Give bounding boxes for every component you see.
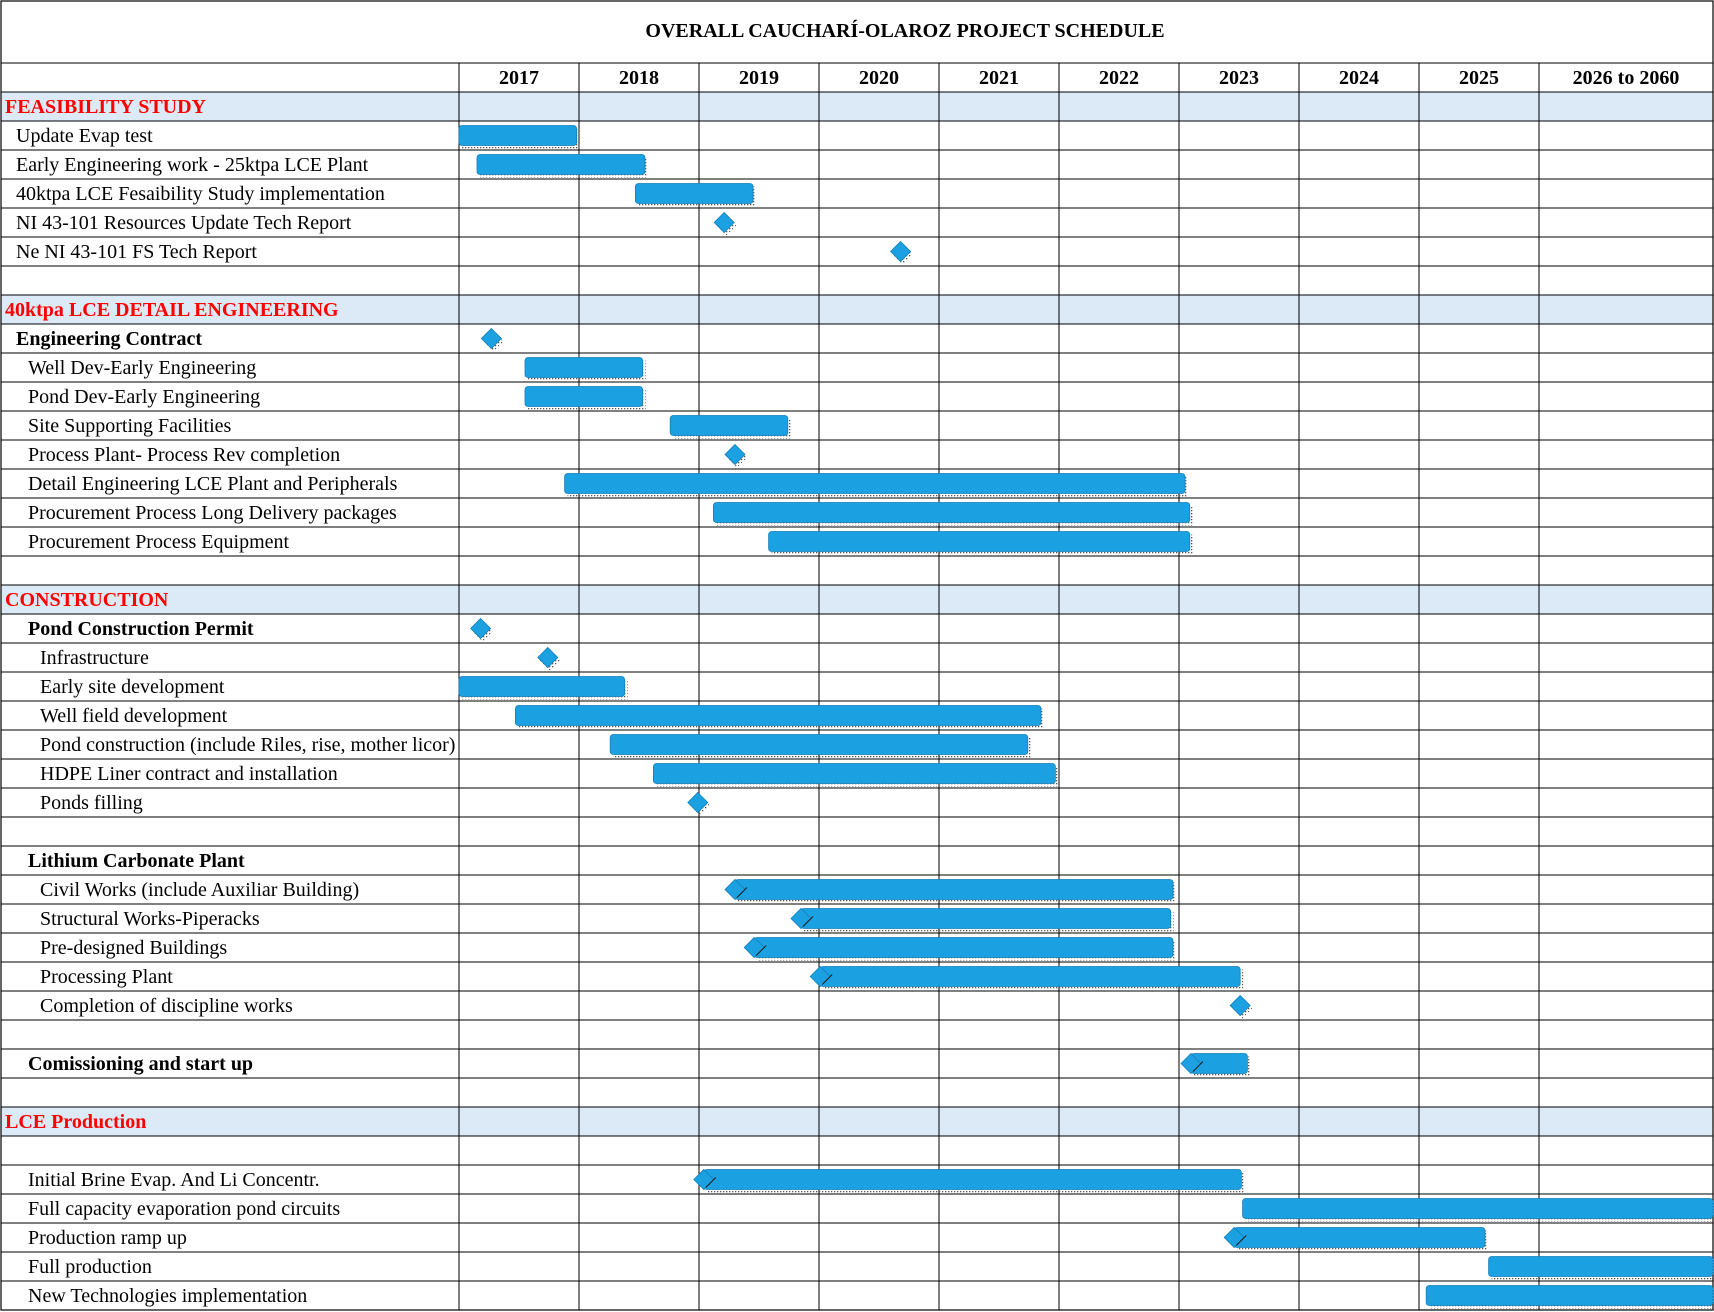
year-header: 2019 [739, 67, 779, 89]
task-bar [819, 966, 1241, 987]
milestone-marker [687, 791, 709, 814]
section-label: CONSTRUCTION [5, 589, 169, 611]
task-bar [768, 531, 1191, 552]
task-label: Ne NI 43-101 FS Tech Report [16, 241, 257, 263]
task-label: Civil Works (include Auxiliar Building) [40, 879, 359, 901]
year-header: 2023 [1219, 67, 1259, 89]
year-header: 2020 [859, 67, 899, 89]
task-label: Ponds filling [40, 792, 143, 814]
task-bar [609, 734, 1029, 755]
task-bar [703, 1169, 1242, 1190]
task-bar [635, 183, 754, 204]
task-bar [458, 676, 626, 697]
task-bar [564, 473, 1186, 494]
task-label: Detail Engineering LCE Plant and Periphe… [28, 473, 398, 495]
year-header: 2024 [1339, 67, 1379, 89]
task-bar [515, 705, 1042, 726]
section-label: 40ktpa LCE DETAIL ENGINEERING [5, 299, 339, 321]
milestone-marker [724, 443, 746, 466]
group-label: Lithium Carbonate Plant [28, 850, 245, 872]
task-bar [1488, 1256, 1714, 1277]
task-label: Well Dev-Early Engineering [28, 357, 256, 379]
milestone-marker [890, 240, 912, 263]
task-label: Well field development [40, 705, 228, 727]
year-header: 2025 [1459, 67, 1499, 89]
task-label: Structural Works-Piperacks [40, 908, 260, 930]
milestone-marker [480, 327, 502, 350]
section-row-fill [1, 295, 1713, 324]
task-label: Full production [28, 1256, 152, 1278]
task-label: NI 43-101 Resources Update Tech Report [16, 212, 352, 234]
group-label: Comissioning and start up [28, 1053, 253, 1075]
milestone-marker [1229, 994, 1251, 1017]
task-label: Procurement Process Equipment [28, 531, 289, 553]
year-header: 2022 [1099, 67, 1139, 89]
section-row-fill [1, 585, 1713, 614]
task-label: Production ramp up [28, 1227, 187, 1249]
task-bar [669, 415, 789, 436]
milestone-marker [713, 211, 735, 234]
section-label: LCE Production [5, 1111, 146, 1133]
task-label: HDPE Liner contract and installation [40, 763, 338, 785]
milestone-marker [470, 617, 492, 640]
task-bar [653, 763, 1056, 784]
task-label: Infrastructure [40, 647, 149, 669]
task-bar [1233, 1227, 1486, 1248]
year-header: 2017 [499, 67, 539, 89]
task-label: Early site development [40, 676, 225, 698]
bar-start-tick [802, 916, 814, 927]
task-bar [524, 357, 643, 378]
bar-start-tick [821, 974, 833, 985]
year-header: 2026 to 2060 [1573, 67, 1680, 89]
year-header: 2021 [979, 67, 1019, 89]
task-bar [524, 386, 643, 407]
bar-start-tick [1192, 1061, 1204, 1072]
task-label: Processing Plant [40, 966, 173, 988]
year-header: 2018 [619, 67, 659, 89]
task-bar [1425, 1285, 1714, 1306]
group-label: Engineering Contract [16, 328, 202, 350]
task-label: Process Plant- Process Rev completion [28, 444, 340, 466]
task-bar [458, 125, 577, 146]
task-label: New Technologies implementation [28, 1285, 307, 1307]
task-label: Update Evap test [16, 125, 153, 147]
task-label: Initial Brine Evap. And Li Concentr. [28, 1169, 320, 1191]
task-label: Pre-designed Buildings [40, 937, 227, 959]
section-row-fill [1, 92, 1713, 121]
task-label: Full capacity evaporation pond circuits [28, 1198, 340, 1220]
task-bar [734, 879, 1174, 900]
group-label: Pond Construction Permit [28, 618, 254, 640]
task-label: Procurement Process Long Delivery packag… [28, 502, 397, 524]
task-label: Completion of discipline works [40, 995, 293, 1017]
bar-start-tick [736, 887, 748, 898]
task-bar [753, 937, 1174, 958]
task-bar [713, 502, 1191, 523]
milestone-marker [537, 646, 559, 669]
chart-title: OVERALL CAUCHARÍ-OLAROZ PROJECT SCHEDULE [645, 19, 1164, 42]
task-label: Pond Dev-Early Engineering [28, 386, 260, 408]
section-row-fill [1, 1107, 1713, 1136]
section-label: FEASIBILITY STUDY [5, 96, 207, 118]
task-bar [1242, 1198, 1714, 1219]
task-bar [476, 154, 646, 175]
task-bar [800, 908, 1172, 929]
bar-start-tick [1235, 1235, 1247, 1246]
task-label: Site Supporting Facilities [28, 415, 232, 437]
bar-start-tick [705, 1177, 717, 1188]
task-label: Early Engineering work - 25ktpa LCE Plan… [16, 154, 369, 176]
task-label: Pond construction (include Riles, rise, … [40, 734, 455, 756]
bar-start-tick [755, 945, 767, 956]
task-label: 40ktpa LCE Fesaibility Study implementat… [16, 183, 385, 205]
